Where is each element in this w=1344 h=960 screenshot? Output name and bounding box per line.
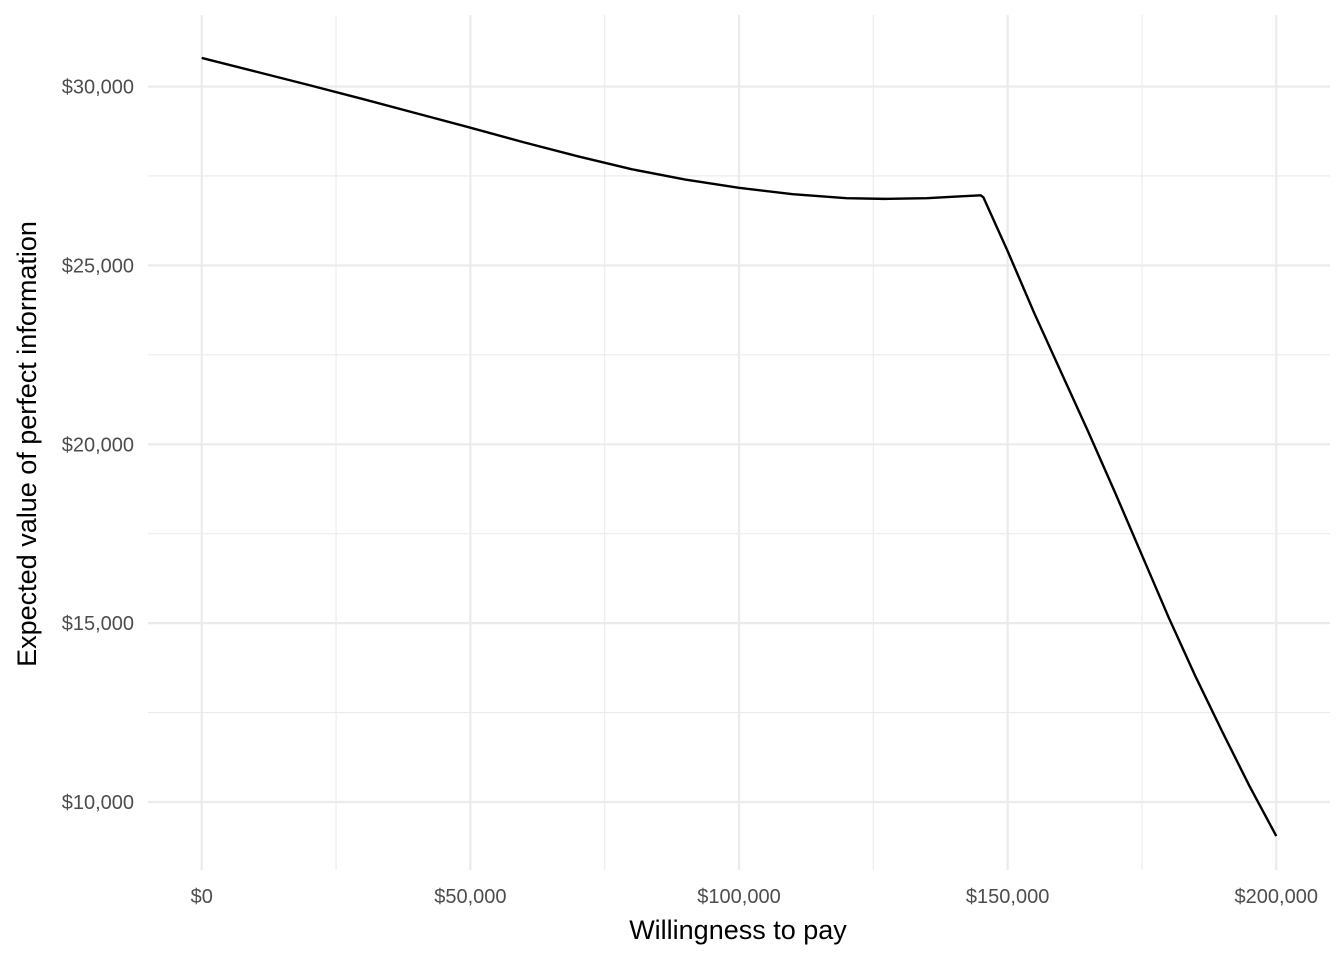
y-axis-title: Expected value of perfect information [12, 221, 42, 667]
x-tick-label: $100,000 [697, 886, 780, 908]
y-tick-label: $10,000 [62, 792, 134, 814]
series-layer [201, 56, 1278, 837]
x-tick-label: $150,000 [966, 886, 1049, 908]
x-tick-label: $0 [191, 886, 213, 908]
y-tick-label: $20,000 [62, 434, 134, 456]
x-axis-tick-labels: $0 $50,000 $100,000 $150,000 $200,000 [191, 886, 1318, 908]
x-tick-label: $50,000 [434, 886, 506, 908]
y-tick-label: $25,000 [62, 255, 134, 277]
y-axis-tick-labels: $10,000 $15,000 $20,000 $25,000 $30,000 [62, 77, 134, 814]
major-gridlines [148, 15, 1330, 870]
y-tick-label: $15,000 [62, 613, 134, 635]
x-tick-label: $200,000 [1235, 886, 1318, 908]
y-tick-label: $30,000 [62, 77, 134, 99]
x-axis-title: Willingness to pay [629, 915, 847, 945]
evpi-series-line [201, 56, 1278, 837]
